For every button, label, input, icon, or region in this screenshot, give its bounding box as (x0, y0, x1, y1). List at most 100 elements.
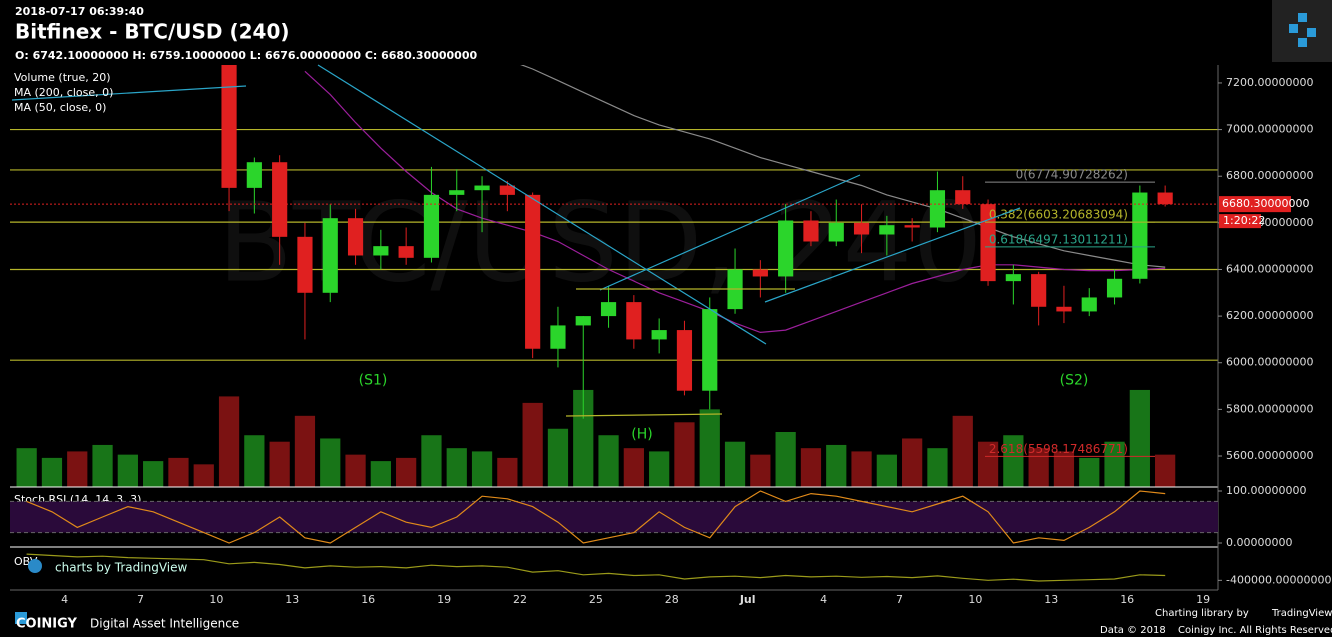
candle-body (651, 330, 667, 340)
candle-body (449, 190, 465, 195)
corner-logo (1272, 0, 1332, 62)
x-tick-label: 25 (589, 593, 603, 606)
candle-body (702, 309, 718, 391)
y-tick-label: -400000.00000000 (1226, 573, 1331, 586)
volume-bar (396, 457, 417, 487)
volume-bar (143, 461, 164, 487)
logo-box (1272, 0, 1332, 62)
volume-bar (269, 441, 290, 487)
candle-body (1005, 274, 1021, 282)
candle-body (778, 220, 794, 277)
price-pane: BTC/USD, 240 0(6774.90728262) 0.382(6603.2… (10, 65, 1218, 487)
ma-line (520, 65, 1166, 268)
x-tick-label: 28 (665, 593, 679, 606)
countdown: 1:20:22 (1223, 214, 1265, 227)
candle-body (272, 162, 288, 237)
volume-bar (1028, 448, 1049, 487)
volume-bar (876, 454, 897, 487)
coinigy-icon (15, 612, 27, 624)
candle-body (322, 218, 338, 293)
timestamp: 2018-07-17 06:39:40 (15, 5, 144, 18)
volume-bar (952, 415, 973, 487)
y-tick-label: 7200.00000000 (1226, 76, 1313, 89)
volume-bar (902, 438, 923, 487)
annotation: (S2) (1060, 372, 1089, 388)
tv-logo (28, 559, 42, 573)
volume-bar (750, 454, 771, 487)
volume-bar (547, 428, 569, 487)
ohlc: O: 6742.10000000 H: 6759.10000000 L: 667… (15, 49, 477, 62)
tv-credit: charts by TradingView (55, 561, 187, 575)
volume-bar (699, 409, 720, 487)
annotation: (S1) (359, 372, 388, 388)
candle-body (853, 222, 870, 235)
volume-bar (1104, 441, 1125, 487)
trend-lines (11, 64, 1021, 345)
x-tick-label: 13 (285, 593, 299, 606)
volume-bar (370, 461, 391, 487)
x-tick-label: 16 (361, 593, 375, 606)
candle-body (1081, 297, 1097, 312)
indicator-label: MA (50, close, 0) (14, 101, 106, 114)
volume-bar (977, 441, 999, 487)
volume-bar (67, 451, 88, 487)
x-tick-label: 22 (513, 593, 527, 606)
y-tick-label: 6200.00000000 (1226, 309, 1313, 322)
volume-bar (800, 448, 822, 487)
volume-bar (851, 451, 872, 487)
y-tick-label: 6400.00000000 (1226, 262, 1313, 275)
volume-bar (1053, 451, 1075, 487)
volume-bar (724, 441, 746, 487)
candle-body (1056, 306, 1072, 312)
candle-body (423, 194, 440, 258)
fib-label: 2.618(5598.17486771) (989, 442, 1128, 456)
x-tick-label: 7 (137, 593, 144, 606)
volume-bar (92, 444, 113, 487)
volume-bar (41, 457, 63, 487)
candle-body (929, 190, 946, 228)
x-tick-label: 13 (1044, 593, 1058, 606)
copyright: Data © 2018 (1100, 625, 1166, 636)
volume-bar (573, 389, 594, 487)
ma-line (304, 70, 1166, 334)
volume-bar (446, 448, 467, 487)
volume-bar (218, 396, 240, 487)
candle-body (879, 225, 895, 235)
candle-body (525, 194, 541, 349)
candle-body (550, 325, 566, 349)
x-tick-label: 10 (209, 593, 223, 606)
candle-body (626, 302, 642, 340)
volume-bar (16, 448, 37, 487)
y-tick-label: 7000.00000000 (1226, 123, 1313, 136)
logo-square (1298, 13, 1307, 22)
volume-bar (1155, 454, 1176, 487)
candle-body (373, 246, 389, 256)
candle-body (955, 190, 971, 205)
volume-bar (244, 435, 265, 487)
volume-bar (826, 444, 847, 487)
x-tick-label: 7 (896, 593, 903, 606)
volume-bar (117, 454, 138, 487)
volume-bar (927, 448, 948, 487)
price-tag-label: 6680.30000000 (1222, 197, 1309, 210)
annotation: (H) (631, 426, 652, 442)
fib-label: 0.382(6603.20683094) (989, 208, 1128, 222)
watermark: BTC/USD, 240 (217, 178, 982, 306)
x-tick-label: 16 (1120, 593, 1134, 606)
brand: COINIGY (16, 617, 78, 632)
fib-label: 0(6774.90728262) (1016, 168, 1128, 182)
volume-bar (623, 448, 644, 487)
volume-bar (320, 438, 341, 487)
volume-bar (1003, 435, 1024, 487)
x-tick-label: 19 (437, 593, 451, 606)
x-tick-label: Jul (739, 593, 756, 606)
x-tick-label: 10 (968, 593, 982, 606)
candle-body (904, 225, 920, 228)
lib-name: TradingView (1271, 608, 1332, 619)
pattern-lines (565, 288, 795, 417)
volume-bar (193, 464, 214, 487)
candle-body (828, 222, 844, 242)
stoch-band (10, 501, 1218, 533)
volume-bar (497, 457, 518, 487)
